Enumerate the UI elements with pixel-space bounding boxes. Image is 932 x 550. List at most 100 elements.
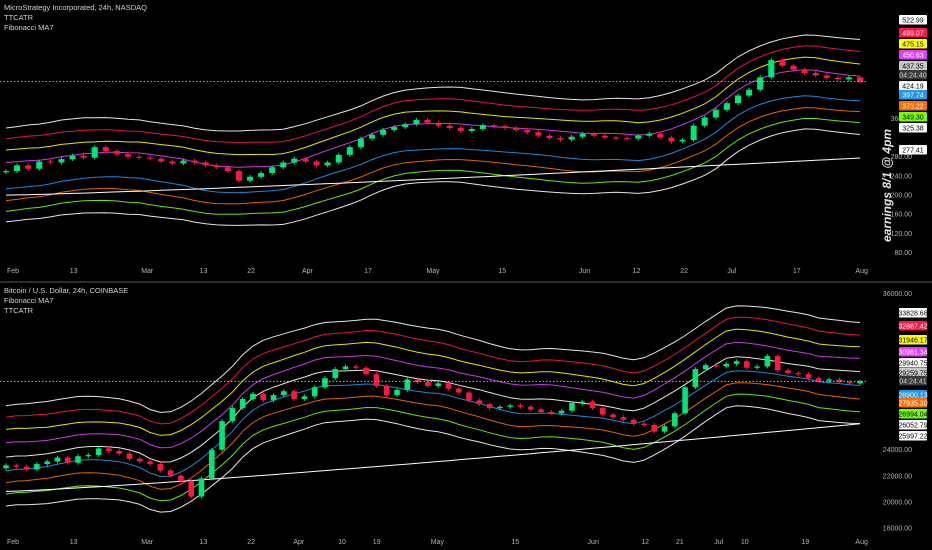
mstr-candle <box>36 161 43 169</box>
mstr-band-outer-upper <box>5 34 861 132</box>
mstr-band-fib-4 <box>5 95 861 194</box>
btc-x-tick-label: Apr <box>293 539 305 546</box>
btc-candle <box>3 465 9 469</box>
btc-candle <box>260 393 267 401</box>
mstr-candle <box>779 60 786 66</box>
mstr-candle <box>624 138 631 140</box>
svg-text:28900.13: 28900.13 <box>898 393 927 400</box>
btc-x-tick-label: Jul <box>714 539 723 546</box>
btc-candle <box>116 451 122 454</box>
btc-indicator-fibma[interactable]: Fibonacci MA7 <box>4 296 54 305</box>
btc-band-outer-lower <box>5 405 861 513</box>
btc-candle <box>188 480 195 497</box>
mstr-candle <box>535 132 542 136</box>
btc-candle <box>661 426 668 432</box>
btc-candle <box>764 356 771 367</box>
btc-x-tick-label: 15 <box>511 539 519 546</box>
mstr-candle <box>590 133 597 136</box>
svg-text:499.07: 499.07 <box>902 31 924 38</box>
svg-text:373.22: 373.22 <box>902 104 924 111</box>
btc-chart-svg[interactable]: 36000.00 24000.00 22000.00 20000.00 18000.00… <box>0 283 932 550</box>
mstr-candle <box>646 133 653 136</box>
mstr-candle <box>102 147 109 152</box>
mstr-candle <box>2 171 10 173</box>
mstr-candle <box>524 129 531 133</box>
btc-candle <box>445 383 452 389</box>
mstr-candle <box>368 134 376 139</box>
mstr-x-tick-label: 17 <box>793 268 801 275</box>
btc-candle <box>64 457 71 463</box>
btc-candle <box>785 370 791 373</box>
btc-candle <box>805 374 812 379</box>
mstr-title[interactable]: MicroStrategy Incorporated, 24h, NASDAQ <box>4 3 147 12</box>
btc-y-tick-label: 18000.00 <box>883 525 912 532</box>
mstr-x-tick-label: 22 <box>680 268 688 275</box>
btc-candle <box>682 387 688 414</box>
btc-x-tick-label: 13 <box>70 539 78 546</box>
mstr-candle <box>269 167 276 174</box>
btc-candle <box>630 419 637 424</box>
mstr-x-tick-label: Jun <box>579 268 590 275</box>
btc-title[interactable]: Bitcoin / U.S. Dollar, 24h, COINBASE <box>4 286 129 295</box>
btc-candle <box>363 367 369 375</box>
svg-text:04:24:40: 04:24:40 <box>899 73 926 80</box>
btc-candle <box>136 458 143 462</box>
btc-candle <box>250 393 256 399</box>
btc-x-tick-label: 19 <box>373 539 381 546</box>
btc-candle <box>383 385 390 396</box>
btc-candle <box>774 356 781 371</box>
mstr-candle <box>579 133 586 137</box>
mstr-price-label: 522.99 <box>899 15 927 25</box>
mstr-candle <box>746 89 753 96</box>
mstr-indicator-ttcatr[interactable]: TTCATR <box>4 13 34 22</box>
mstr-chart-pane[interactable]: MicroStrategy Incorporated, 24h, NASDAQ … <box>0 0 932 282</box>
btc-candle <box>219 421 225 450</box>
mstr-price-label: 424.19 <box>899 81 927 91</box>
btc-candle <box>322 378 328 388</box>
btc-price-label: 29259.75 <box>898 368 928 378</box>
btc-candle <box>23 466 30 470</box>
btc-candle <box>178 475 184 481</box>
mstr-candle <box>380 129 387 135</box>
mstr-band-fib-3 <box>5 69 861 168</box>
btc-candle <box>373 374 380 386</box>
btc-candle <box>291 391 297 399</box>
btc-x-tick-label: Aug <box>855 539 868 546</box>
btc-candle <box>95 448 102 455</box>
mstr-candle <box>180 160 187 164</box>
btc-candle <box>507 405 513 407</box>
btc-candle <box>754 366 760 368</box>
mstr-candle <box>357 138 364 148</box>
mstr-candle <box>734 95 742 104</box>
mstr-indicator-fibma[interactable]: Fibonacci MA7 <box>4 23 54 32</box>
mstr-y-tick-label: 120.00 <box>891 231 913 238</box>
btc-price-label: 33828.68 <box>898 308 928 318</box>
mstr-candle <box>834 77 841 80</box>
mstr-candle <box>291 158 298 163</box>
btc-candle <box>167 470 174 476</box>
mstr-candle <box>502 126 509 129</box>
mstr-candle <box>258 173 265 177</box>
mstr-x-tick-label: 22 <box>247 268 255 275</box>
mstr-price-label: 475.15 <box>899 39 927 49</box>
mstr-chart-svg[interactable]: 360.00280.00240.00200.00160.00120.0080.0… <box>0 0 932 282</box>
mstr-price-label: 277.41 <box>899 145 927 155</box>
btc-x-tick-label: 22 <box>247 539 255 546</box>
btc-candle <box>723 363 730 367</box>
btc-candle <box>157 464 164 471</box>
btc-candle <box>476 400 483 405</box>
mstr-candle <box>14 165 21 172</box>
mstr-price-label: 499.07 <box>899 28 927 38</box>
btc-candle <box>702 365 709 370</box>
mstr-candle <box>324 162 331 166</box>
btc-chart-pane[interactable]: Bitcoin / U.S. Dollar, 24h, COINBASE Fib… <box>0 283 932 550</box>
btc-indicator-ttcatr[interactable]: TTCATR <box>4 306 34 315</box>
mstr-candle <box>335 154 342 163</box>
pane-divider[interactable] <box>0 281 932 283</box>
btc-candle <box>13 465 20 467</box>
btc-candle <box>85 454 92 457</box>
mstr-candle <box>413 119 420 125</box>
btc-candle <box>538 409 544 412</box>
btc-candle <box>569 402 575 411</box>
mstr-candle <box>158 158 165 162</box>
